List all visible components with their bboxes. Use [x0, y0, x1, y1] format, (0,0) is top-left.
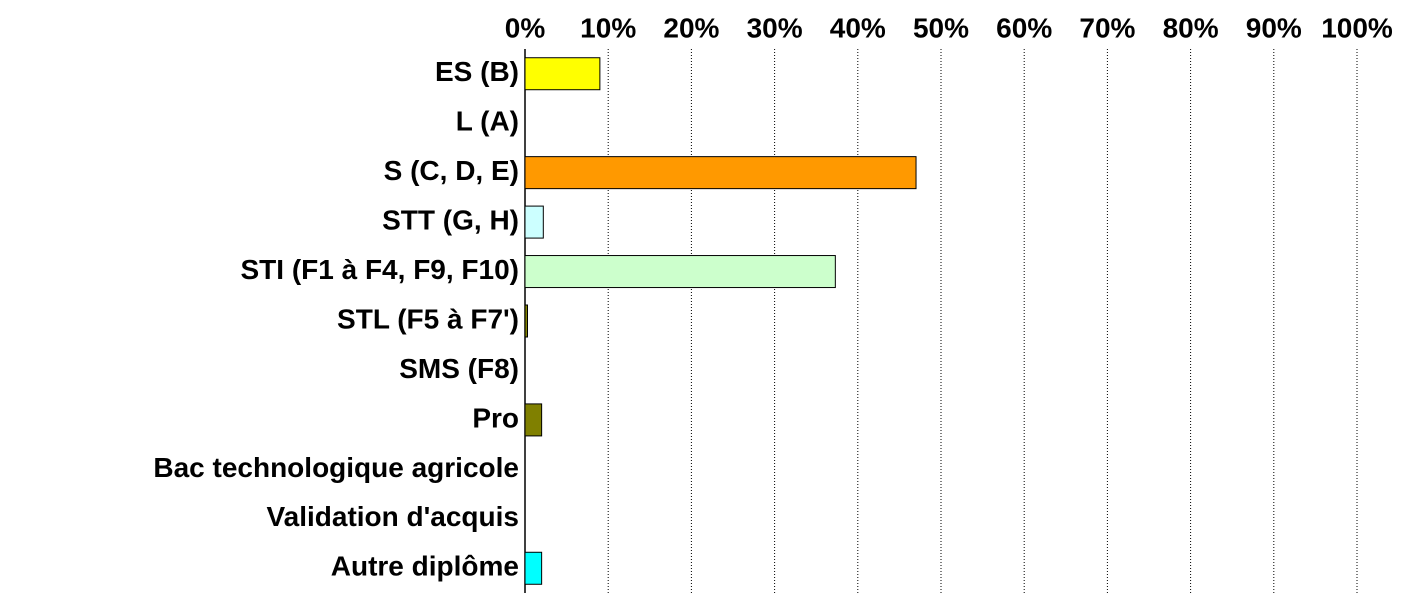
y-tick-label: Validation d'acquis: [267, 501, 520, 532]
y-tick-label: SMS (F8): [399, 353, 519, 384]
bar: [524, 156, 917, 190]
bar: [524, 255, 836, 289]
x-tick-label: 0%: [505, 12, 546, 43]
bar: [524, 551, 543, 585]
y-tick-label: ES (B): [435, 56, 519, 87]
x-tick-label: 100%: [1321, 12, 1393, 43]
bar: [524, 57, 601, 91]
bar: [524, 205, 544, 239]
bar: [524, 304, 528, 338]
x-tick-label: 40%: [830, 12, 886, 43]
y-tick-label: Bac technologique agricole: [153, 452, 519, 483]
x-tick-label: 80%: [1163, 12, 1219, 43]
x-tick-label: 90%: [1246, 12, 1302, 43]
y-tick-label: Pro: [472, 402, 519, 433]
bar: [524, 403, 543, 437]
x-tick-label: 30%: [747, 12, 803, 43]
y-tick-label: S (C, D, E): [384, 155, 519, 186]
y-tick-label: L (A): [456, 106, 519, 137]
x-tick-label: 50%: [913, 12, 969, 43]
y-tick-label: Autre diplôme: [331, 551, 519, 582]
x-tick-label: 70%: [1079, 12, 1135, 43]
x-tick-label: 60%: [996, 12, 1052, 43]
y-tick-label: STL (F5 à F7'): [337, 303, 519, 334]
x-tick-label: 20%: [663, 12, 719, 43]
y-tick-label: STT (G, H): [382, 204, 519, 235]
x-tick-label: 10%: [580, 12, 636, 43]
y-tick-label: STI (F1 à F4, F9, F10): [240, 254, 519, 285]
